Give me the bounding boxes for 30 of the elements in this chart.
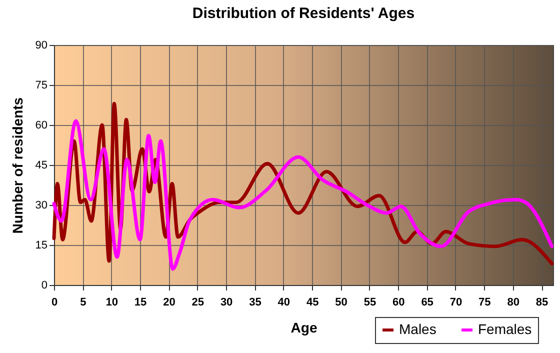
x-tick-label: 45 [306, 296, 319, 308]
x-tick-label: 10 [106, 296, 118, 308]
y-tick-label: 15 [35, 240, 48, 252]
x-tick-label: 15 [134, 296, 147, 308]
legend-label: Females [478, 321, 532, 337]
x-tick-label: 60 [392, 296, 405, 308]
y-axis-title: Number of residents [9, 97, 26, 234]
y-tick-label: 30 [35, 200, 48, 212]
x-tick-label: 75 [478, 296, 491, 308]
x-tick-label: 50 [335, 296, 348, 308]
x-tick-label: 80 [507, 296, 520, 308]
y-tick-label: 60 [35, 120, 48, 132]
chart-title: Distribution of Residents' Ages [192, 5, 415, 22]
y-tick-label: 75 [35, 80, 48, 92]
legend-label: Males [399, 321, 436, 337]
x-tick-label: 20 [163, 296, 176, 308]
x-tick-label: 35 [249, 296, 262, 308]
x-tick-label: 5 [80, 296, 86, 308]
y-tick-label: 45 [35, 160, 48, 172]
x-axis-title: Age [290, 320, 318, 336]
x-tick-label: 70 [450, 296, 462, 308]
x-tick-label: 65 [421, 296, 434, 308]
x-tick-label: 40 [278, 296, 290, 308]
x-tick-label: 0 [51, 296, 58, 308]
x-tick-label: 85 [536, 296, 548, 308]
x-tick-label: 30 [220, 296, 233, 308]
y-tick-label: 0 [41, 280, 48, 292]
x-tick-label: 55 [364, 296, 376, 308]
x-tick-label: 25 [192, 296, 204, 308]
y-tick-label: 90 [35, 40, 48, 52]
